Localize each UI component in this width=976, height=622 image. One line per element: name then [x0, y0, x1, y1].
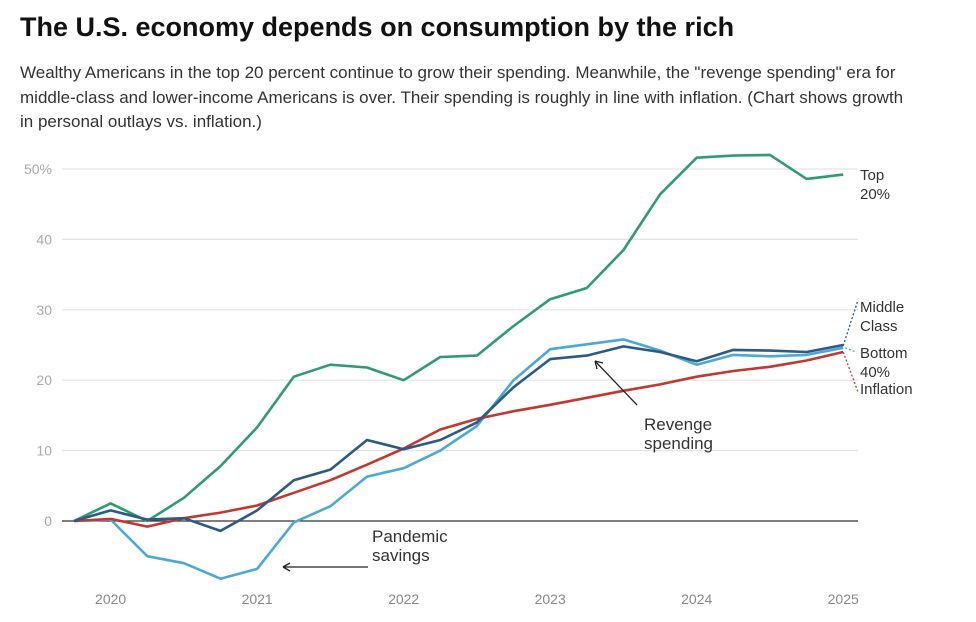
y-tick-label: 20: [36, 372, 52, 388]
revenge-arrow: [594, 360, 638, 406]
annotation-revenge-spending: spending: [644, 434, 713, 453]
x-tick-label: 2022: [388, 591, 419, 607]
annotation-revenge-spending: Revenge: [644, 415, 712, 434]
x-tick-label: 2023: [535, 591, 566, 607]
label-inflation: Inflation: [860, 381, 913, 398]
inflation-leader: [842, 351, 859, 393]
annotation-pandemic-savings: savings: [372, 546, 430, 565]
y-tick-label: 10: [36, 443, 52, 459]
x-tick-label: 2021: [242, 591, 273, 607]
x-tick-label: 2024: [681, 591, 712, 607]
x-tick-label: 2020: [95, 591, 126, 607]
label-middle-class: Class: [860, 318, 898, 335]
y-tick-label: 40: [36, 231, 52, 247]
bottom-40-leader: [844, 347, 857, 353]
series-line-inflation: [73, 350, 844, 528]
series-line-middle-class: [73, 343, 844, 533]
middle-class-leader: [842, 299, 859, 346]
x-tick-label: 2025: [828, 591, 859, 607]
y-tick-label: 0: [44, 513, 52, 529]
chart-title: The U.S. economy depends on consumption …: [20, 12, 735, 42]
series-line-top-20-: [73, 153, 844, 523]
label-bottom-40: 40%: [860, 364, 890, 381]
label-bottom-40: Bottom: [860, 345, 908, 362]
chart-subtitle: Wealthy Americans in the top 20 percent …: [20, 63, 904, 131]
y-tick-label: 30: [36, 302, 52, 318]
y-tick-label: 50%: [24, 161, 52, 177]
pandemic-arrow: [282, 562, 368, 572]
label-top-20: Top: [860, 167, 884, 184]
label-top-20: 20%: [860, 186, 890, 203]
label-middle-class: Middle: [860, 299, 904, 316]
annotation-pandemic-savings: Pandemic: [372, 527, 448, 546]
series-line-bottom-40-: [73, 338, 844, 580]
